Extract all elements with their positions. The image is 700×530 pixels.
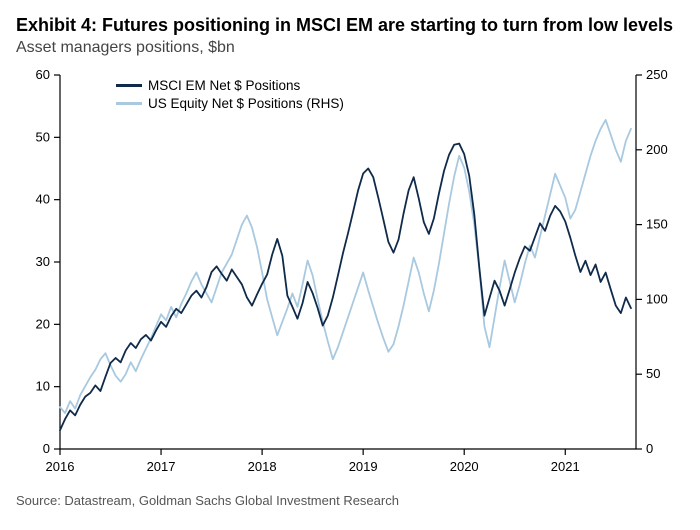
legend: MSCI EM Net $ PositionsUS Equity Net $ P… <box>116 75 344 115</box>
yright-tick-label: 250 <box>646 67 668 82</box>
yleft-tick-label: 0 <box>43 441 50 456</box>
yleft-tick-label: 40 <box>36 191 50 206</box>
legend-swatch <box>116 102 142 105</box>
yleft-tick-label: 50 <box>36 129 50 144</box>
yleft-tick-label: 60 <box>36 67 50 82</box>
exhibit-container: Exhibit 4: Futures positioning in MSCI E… <box>0 0 700 530</box>
yright-tick-label: 0 <box>646 441 653 456</box>
legend-swatch <box>116 84 142 87</box>
legend-item: US Equity Net $ Positions (RHS) <box>116 95 344 113</box>
chart-subtitle: Asset managers positions, $bn <box>16 39 684 57</box>
yleft-tick-label: 10 <box>36 378 50 393</box>
series-msci-em <box>60 143 631 430</box>
yright-tick-label: 100 <box>646 291 668 306</box>
source-text: Source: Datastream, Goldman Sachs Global… <box>16 493 684 508</box>
yleft-tick-label: 30 <box>36 254 50 269</box>
x-tick-label: 2018 <box>248 459 277 474</box>
yright-tick-label: 200 <box>646 141 668 156</box>
x-tick-label: 2021 <box>551 459 580 474</box>
legend-label: US Equity Net $ Positions (RHS) <box>148 95 344 113</box>
chart-area: 0 10 20 30 40 50 60 0 50 100 150 200 250 2016 2017 2018… <box>16 63 684 483</box>
line-chart-svg: 0 10 20 30 40 50 60 0 50 100 150 200 250 2016 2017 2018… <box>16 63 684 483</box>
legend-item: MSCI EM Net $ Positions <box>116 77 344 95</box>
yright-tick-label: 50 <box>646 366 660 381</box>
x-tick-label: 2020 <box>450 459 479 474</box>
legend-label: MSCI EM Net $ Positions <box>148 77 300 95</box>
series-us-equity <box>60 119 631 412</box>
yleft-tick-label: 20 <box>36 316 50 331</box>
chart-title: Exhibit 4: Futures positioning in MSCI E… <box>16 14 684 37</box>
x-tick-label: 2016 <box>46 459 75 474</box>
x-tick-label: 2019 <box>349 459 378 474</box>
yright-tick-label: 150 <box>646 216 668 231</box>
x-tick-label: 2017 <box>147 459 176 474</box>
